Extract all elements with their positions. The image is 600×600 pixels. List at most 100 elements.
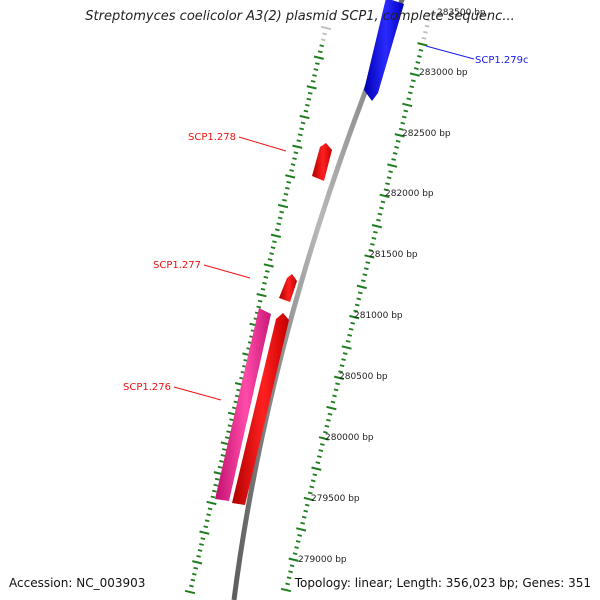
gene-scp1-277[interactable] [279,274,297,302]
inner-track-tick [270,246,276,250]
inner-track-tick [191,572,197,576]
inner-track-tick [274,228,280,232]
outer-track-tick [364,254,375,259]
inner-track-tick [270,233,282,238]
inner-track-tick [306,97,312,101]
outer-track-tick [362,273,368,277]
inner-track-tick [229,418,234,422]
inner-track-tick [206,513,211,517]
outer-track-tick [388,170,393,174]
outer-track-tick [410,79,416,83]
gene-label-scp1-277[interactable]: SCP1.277 [153,260,201,271]
gene-scp1-276[interactable] [232,313,289,505]
tick-label-282500: 282500 bp [402,129,451,139]
inner-track-tick [286,180,292,184]
gene-label-scp1-279c[interactable]: SCP1.279c [475,55,529,66]
outer-track-tick [371,224,383,229]
inner-track-tick [279,210,285,214]
inner-track-tick [320,38,326,42]
topology-summary: Topology: linear; Length: 356,023 bp; Ge… [294,576,591,590]
inner-track-tick [231,406,237,410]
outer-track-tick [424,11,436,17]
tick-label-280000: 280000 bp [325,433,374,443]
outer-track-tick [341,358,346,361]
inner-track-tick [320,25,332,31]
inner-track-tick [257,299,263,303]
outer-track-tick [333,375,345,380]
inner-track-tick [282,198,287,202]
gene-labels: SCP1.279c SCP1.278 SCP1.277 SCP1.276 [123,55,529,393]
outer-track-tick [330,400,336,404]
outer-track-tick [326,418,331,422]
inner-track-tick [213,483,219,487]
outer-track-tick [318,449,324,452]
gene-label-scp1-276[interactable]: SCP1.276 [123,382,171,393]
outer-track-tick [311,466,322,471]
inner-track-tick [204,519,210,523]
inner-track-tick [276,222,282,226]
outer-track-tick [356,284,367,290]
outer-track-tick [417,55,422,58]
outer-track-tick [356,297,362,301]
inner-track-tick [200,537,206,540]
outer-track-tick [373,230,378,234]
inner-track-tick [305,103,310,107]
inner-track-tick [307,91,313,95]
inner-track-tick [269,252,274,255]
outer-track-tick [335,382,340,386]
outer-track-tick [288,557,299,562]
outer-track-tick [285,582,290,586]
outer-track-tick [387,163,398,168]
outer-track-tick [401,115,407,119]
inner-track-tick [293,151,299,155]
outer-track-tick [327,412,333,416]
tick-labels: 283500 bp 283000 bp 282500 bp 282000 bp … [298,8,486,565]
outer-track-tick [385,182,390,186]
outer-track-tick [403,109,409,113]
gene-scp1-278[interactable] [312,143,332,181]
inner-track-tick [193,566,199,570]
outer-track-tick [312,473,318,477]
inner-track-tick [184,589,196,595]
gene-pink-bar[interactable] [215,308,271,501]
outer-track-tick [400,121,406,125]
outer-track-tick [294,546,299,549]
inner-track-tick [263,275,269,279]
inner-track-tick [262,281,267,285]
outer-track-tick [426,18,431,22]
outer-track-tick [368,249,374,252]
inner-track-tick [285,174,296,179]
outer-track-tick [360,279,366,283]
inner-track-tick [260,287,266,291]
outer-track-tick [394,146,400,149]
inner-track-tick [211,489,217,493]
outer-track-tick [349,314,360,320]
outer-track-tick [413,67,419,70]
outer-track-tick [289,564,295,568]
inner-track-tick [217,465,223,469]
outer-track-tick [296,527,307,532]
outer-track-tick [354,303,360,307]
outer-track-tick [342,352,348,355]
outer-track-tick [394,133,405,138]
inner-track-tick [303,109,309,113]
outer-track-tick [409,85,415,89]
tick-label-279000: 279000 bp [298,555,347,565]
inner-track-tick [299,114,310,120]
inner-track-tick [299,127,305,131]
leader-scp1-277 [203,264,251,279]
leader-scp1-276 [173,386,222,401]
outer-track-tick [303,509,309,513]
outer-track-tick [347,333,353,337]
outer-track-tick [341,345,352,350]
outer-track-tick [292,552,298,556]
inner-track-tick [317,50,323,54]
outer-track-tick [324,424,330,428]
tick-label-283500: 283500 bp [437,8,486,18]
inner-track-tick [306,85,317,90]
gene-scp1-279c[interactable] [364,0,404,101]
outer-track-tick [395,139,401,143]
gene-label-scp1-278[interactable]: SCP1.278 [188,132,236,143]
inner-track-tick [315,62,320,65]
